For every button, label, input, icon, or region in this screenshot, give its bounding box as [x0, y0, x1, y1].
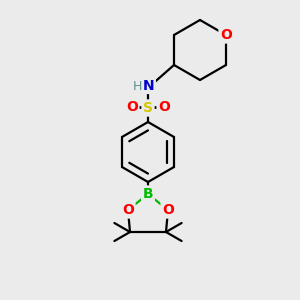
Text: B: B: [143, 187, 153, 201]
Text: O: O: [126, 100, 138, 114]
Text: S: S: [143, 101, 153, 115]
Text: H: H: [132, 80, 142, 92]
Text: N: N: [143, 79, 155, 93]
Text: O: O: [122, 203, 134, 217]
Text: O: O: [162, 203, 174, 217]
Text: O: O: [220, 28, 232, 42]
Text: O: O: [158, 100, 170, 114]
